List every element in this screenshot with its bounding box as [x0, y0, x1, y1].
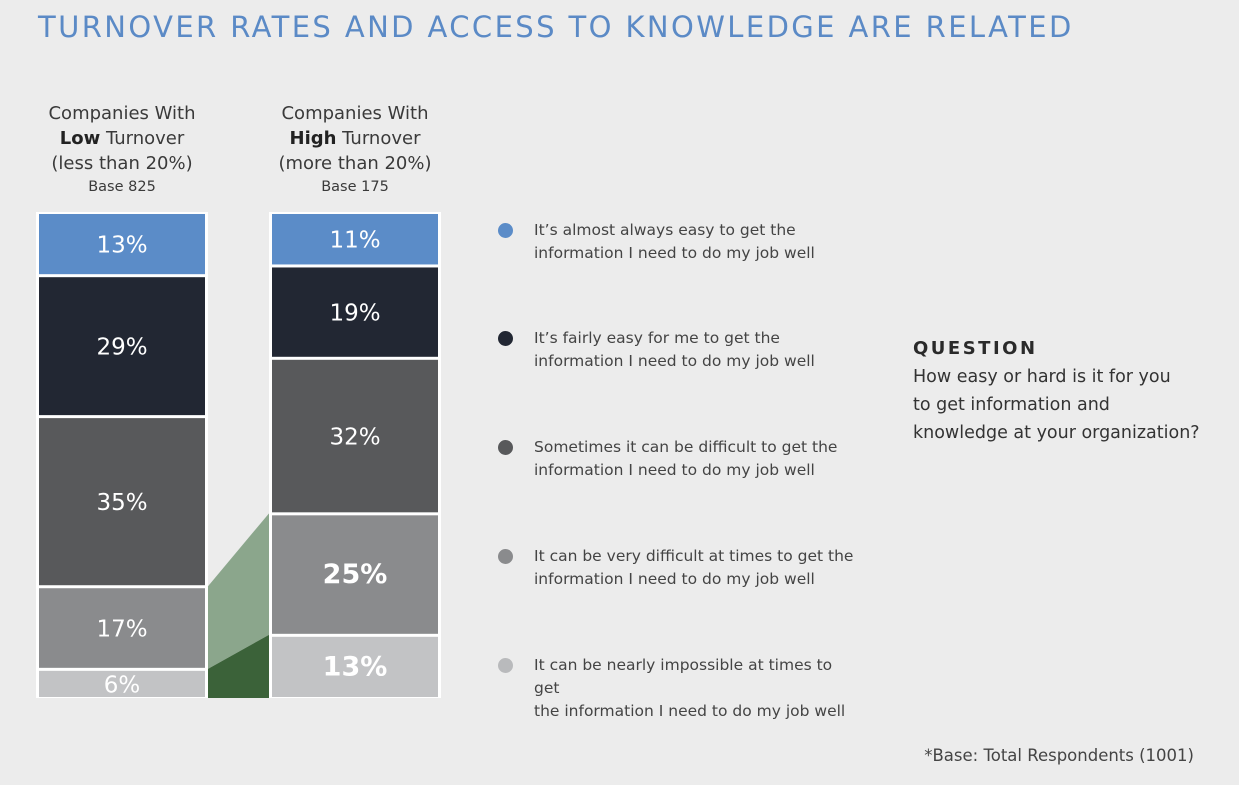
legend-dot-icon	[498, 440, 513, 455]
column-header-emph: Low	[59, 128, 101, 149]
legend-dot-icon	[498, 223, 513, 238]
bar-value-label: 25%	[323, 559, 388, 590]
legend-label: It can be nearly impossible at times to …	[534, 656, 846, 720]
legend-item: It can be nearly impossible at times to …	[498, 654, 858, 723]
bar-value-label: 35%	[96, 490, 147, 516]
question-line: to get information and	[913, 395, 1110, 415]
bar-segment	[272, 515, 438, 634]
bar-segment	[272, 267, 438, 357]
legend-item: It’s fairly easy for me to get the inform…	[498, 327, 858, 373]
connector-upper	[208, 513, 269, 669]
bar-value-label: 29%	[96, 335, 147, 361]
bar-value-label: 11%	[329, 228, 380, 254]
bar-value-label: 6%	[104, 672, 141, 698]
legend-item: It’s almost always easy to get the inform…	[498, 219, 858, 265]
legend-dot-icon	[498, 331, 513, 346]
bar-segment	[272, 636, 438, 697]
connector-lower	[208, 634, 269, 698]
legend-item: Sometimes it can be difficult to get the…	[498, 436, 858, 482]
stacked-bar-chart: 13% 29% 35% 17% 6% 11% 19% 32% 25% 13%	[36, 212, 441, 698]
legend-label: Sometimes it can be difficult to get the…	[534, 438, 838, 479]
question-label: QUESTION	[913, 338, 1038, 359]
legend-dot-icon	[498, 658, 513, 673]
legend-dot-icon	[498, 549, 513, 564]
column-header-line1: Companies With	[281, 103, 429, 124]
bar-value-label: 13%	[323, 651, 388, 682]
column-header-rest: Turnover	[100, 128, 185, 149]
question-block: QUESTION How easy or hard is it for you …	[913, 335, 1223, 447]
footnote: *Base: Total Respondents (1001)	[924, 746, 1194, 765]
bar-segment	[39, 670, 205, 697]
question-line: knowledge at your organization?	[913, 423, 1200, 443]
question-line: How easy or hard is it for you	[913, 367, 1171, 387]
column-header-high: Companies With High Turnover (more than …	[255, 101, 455, 198]
bar-value-label: 19%	[329, 301, 380, 327]
column-header-base: Base 175	[321, 179, 389, 195]
bar-segment	[39, 214, 205, 275]
bar-value-label: 13%	[96, 233, 147, 259]
bar-segment	[272, 214, 438, 265]
column-header-line1: Companies With	[48, 103, 196, 124]
bar-value-label: 17%	[96, 617, 147, 643]
column-header-low: Companies With Low Turnover (less than 2…	[22, 101, 222, 198]
column-header-range: (less than 20%)	[51, 153, 193, 174]
bar-segment	[39, 588, 205, 668]
bar-segment	[39, 418, 205, 586]
page-title: TURNOVER RATES AND ACCESS TO KNOWLEDGE A…	[38, 10, 1074, 44]
column-header-base: Base 825	[88, 179, 156, 195]
legend-label: It’s almost always easy to get the inform…	[534, 221, 815, 262]
bar-segment	[39, 277, 205, 416]
bar-value-label: 32%	[329, 425, 380, 451]
legend-label: It can be very difficult at times to get…	[534, 547, 854, 588]
bar-segment	[272, 359, 438, 513]
column-header-emph: High	[289, 128, 337, 149]
column-header-range: (more than 20%)	[278, 153, 432, 174]
legend-label: It’s fairly easy for me to get the inform…	[534, 329, 815, 370]
column-header-rest: Turnover	[336, 128, 421, 149]
legend-item: It can be very difficult at times to get…	[498, 545, 858, 591]
